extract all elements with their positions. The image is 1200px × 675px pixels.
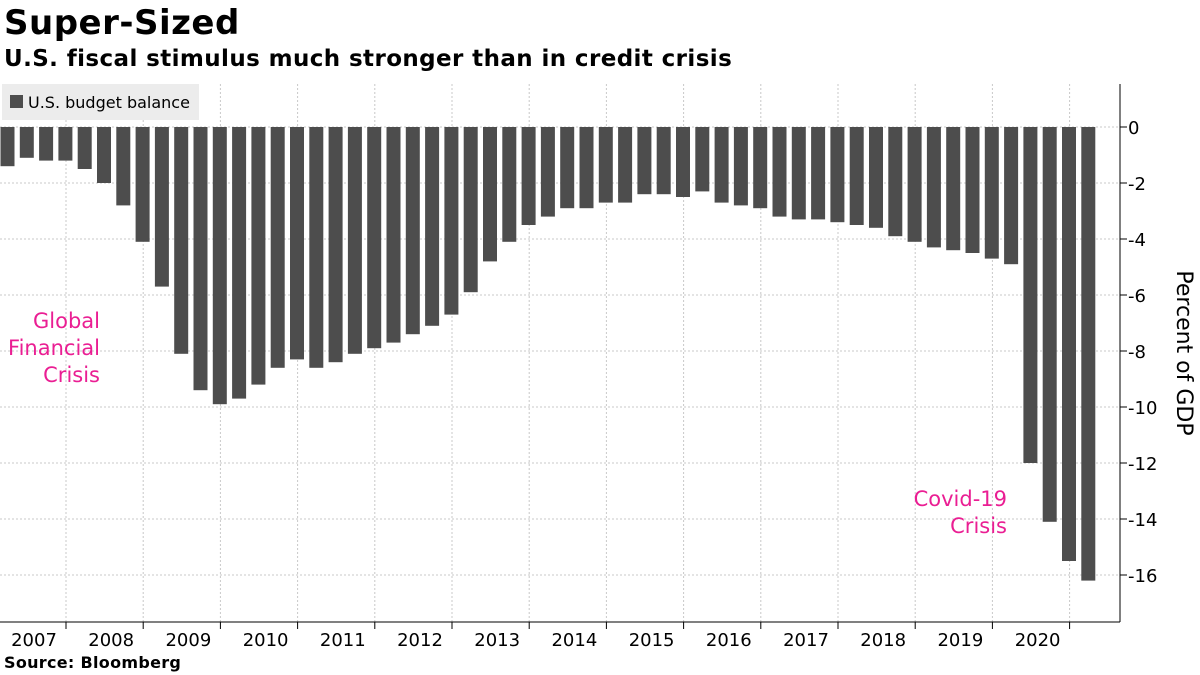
bar — [444, 127, 459, 315]
bar — [463, 127, 478, 293]
bar — [946, 127, 961, 251]
bar — [328, 127, 343, 363]
x-tick-label: 2017 — [783, 630, 829, 651]
chart-title: Super-Sized — [4, 3, 240, 43]
bar — [232, 127, 247, 399]
legend-label: U.S. budget balance — [28, 93, 190, 112]
bar — [637, 127, 652, 195]
annotation-covid: Covid-19 — [914, 487, 1007, 511]
bar — [58, 127, 73, 161]
y-tick-label: -4 — [1128, 230, 1146, 251]
bar — [290, 127, 304, 360]
bar — [907, 127, 922, 242]
bar — [77, 127, 92, 169]
bar — [1062, 127, 1076, 561]
bar — [830, 127, 845, 223]
bar — [984, 127, 999, 259]
bar — [1042, 127, 1057, 522]
bar — [1004, 127, 1019, 265]
bar — [676, 127, 690, 197]
bar — [926, 127, 941, 248]
bar — [270, 127, 285, 368]
bar — [116, 127, 131, 206]
bar — [598, 127, 613, 203]
bar — [1023, 127, 1038, 463]
annotation-gfc: Global — [33, 309, 100, 333]
x-tick-label: 2009 — [165, 630, 211, 651]
source-note: Source: Bloomberg — [4, 653, 182, 672]
annotations: Global Financial Crisis Covid-19 Crisis — [8, 309, 1007, 538]
x-tick-label: 2016 — [706, 630, 752, 651]
bar — [811, 127, 826, 220]
x-tick-label: 2015 — [629, 630, 675, 651]
annotation-covid: Crisis — [950, 514, 1007, 538]
bar — [19, 127, 34, 158]
bar — [695, 127, 710, 192]
bar — [772, 127, 787, 217]
y-tick-label: -8 — [1128, 342, 1146, 363]
x-tick-label: 2013 — [474, 630, 520, 651]
y-tick-label: 0 — [1128, 118, 1139, 139]
bar — [212, 127, 227, 405]
bar — [540, 127, 555, 217]
x-tick-label: 2014 — [551, 630, 597, 651]
bar — [425, 127, 440, 326]
bar — [502, 127, 517, 242]
bar — [367, 127, 382, 349]
annotation-gfc: Crisis — [43, 363, 100, 387]
bar — [521, 127, 536, 225]
bar — [849, 127, 864, 225]
y-tick-label: -2 — [1128, 174, 1146, 195]
bar — [39, 127, 54, 161]
legend: U.S. budget balance — [2, 84, 199, 120]
bar — [888, 127, 903, 237]
bar — [97, 127, 111, 183]
bar — [1081, 127, 1096, 581]
bar — [733, 127, 748, 206]
chart-subtitle: U.S. fiscal stimulus much stronger than … — [4, 46, 733, 72]
x-tick-label: 2010 — [243, 630, 289, 651]
bar — [579, 127, 594, 209]
bars — [0, 127, 1096, 581]
x-tick-label: 2008 — [88, 630, 134, 651]
y-tick-label: -10 — [1128, 398, 1157, 419]
annotation-gfc: Financial — [8, 336, 100, 360]
x-tick-label: 2012 — [397, 630, 443, 651]
legend-swatch — [10, 95, 23, 108]
bar — [560, 127, 575, 209]
y-tick-label: -16 — [1128, 566, 1157, 587]
bar — [251, 127, 266, 385]
bar — [193, 127, 208, 391]
bar — [618, 127, 633, 203]
y-tick-label: -12 — [1128, 454, 1157, 475]
grid-lines — [0, 84, 1120, 622]
bar — [0, 127, 15, 167]
bar — [405, 127, 420, 335]
x-tick-label: 2018 — [860, 630, 906, 651]
x-tick-label: 2007 — [11, 630, 57, 651]
bar — [347, 127, 362, 354]
y-tick-label: -6 — [1128, 286, 1146, 307]
bar — [309, 127, 324, 368]
y-axis-label: Percent of GDP — [1171, 270, 1196, 435]
bar — [483, 127, 497, 262]
bar — [135, 127, 150, 242]
axes: 0 -2 -4 -6 -8 -10 -12 -14 -16 2007 2008 2009 2010 201… — [0, 84, 1157, 651]
bar — [386, 127, 401, 343]
bar — [965, 127, 980, 253]
bar — [869, 127, 883, 228]
bar — [174, 127, 189, 354]
bar — [714, 127, 729, 203]
bar — [753, 127, 768, 209]
x-tick-label: 2019 — [937, 630, 983, 651]
legend-background — [2, 84, 199, 120]
bar — [656, 127, 671, 195]
x-tick-label: 2020 — [1015, 630, 1061, 651]
bar — [154, 127, 169, 287]
x-tick-label: 2011 — [320, 630, 366, 651]
y-tick-label: -14 — [1128, 510, 1157, 531]
bar — [791, 127, 806, 220]
